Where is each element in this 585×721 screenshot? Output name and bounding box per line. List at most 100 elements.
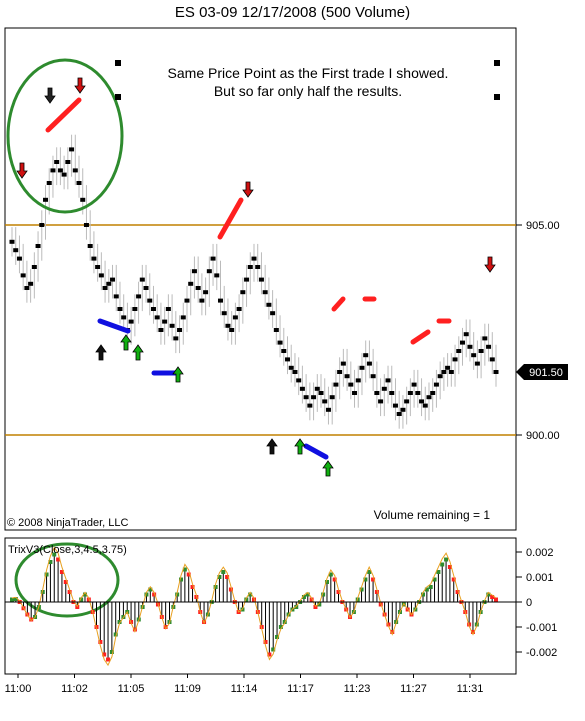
- price-bar: [392, 403, 398, 408]
- price-bar: [150, 307, 156, 311]
- trix-dot: [175, 592, 180, 597]
- price-bar: [489, 357, 495, 362]
- trix-dot: [328, 572, 333, 577]
- chart-title: ES 03-09 12/17/2008 (500 Volume): [174, 4, 411, 21]
- trix-dot: [455, 590, 460, 594]
- price-bar: [363, 353, 369, 358]
- trix-dot: [13, 597, 18, 601]
- corner-marker: [115, 60, 121, 66]
- price-bar: [173, 336, 179, 341]
- price-bar: [147, 298, 153, 303]
- trix-dot: [98, 640, 103, 644]
- price-bar: [31, 265, 37, 269]
- trix-dot: [213, 585, 218, 589]
- x-tick-label: 11:31: [457, 683, 484, 695]
- annotation-circles: [6, 58, 124, 618]
- price-bar: [240, 290, 246, 295]
- red-trend-mark: [217, 197, 244, 240]
- indicator-label: TrixV3(Close,3,4.5,3.75): [8, 544, 127, 556]
- price-bar: [266, 302, 272, 307]
- trix-dot: [271, 647, 276, 652]
- trix-dot: [428, 585, 433, 589]
- trix-dot: [225, 575, 230, 579]
- price-bar: [236, 307, 242, 311]
- trend-marks: [45, 97, 452, 460]
- trix-dot: [10, 597, 14, 602]
- level-lines: [5, 224, 516, 436]
- price-bar: [80, 197, 86, 202]
- price-bar: [87, 244, 93, 248]
- price-bar: [20, 273, 26, 278]
- trix-dot: [451, 577, 456, 582]
- price-bar: [46, 181, 52, 185]
- price-bar: [217, 298, 223, 303]
- trix-dot: [217, 575, 222, 579]
- price-bar: [474, 361, 480, 366]
- price-bar: [299, 386, 305, 391]
- price-bar: [169, 323, 175, 328]
- indicator-y-tick-label: 0.001: [526, 572, 554, 584]
- price-bar: [381, 386, 387, 391]
- price-bar: [433, 382, 439, 387]
- price-bar: [214, 273, 220, 278]
- trix-dot: [59, 570, 64, 574]
- price-bar: [493, 370, 499, 374]
- trix-dot: [336, 590, 341, 594]
- signal-arrows: [16, 77, 496, 477]
- price-bar: [229, 328, 235, 332]
- trix-dot: [444, 557, 449, 562]
- trix-dot: [275, 635, 280, 639]
- price-bar: [277, 340, 283, 345]
- trix-dot: [305, 592, 310, 597]
- trix-dot: [48, 560, 53, 564]
- trix-dot: [40, 590, 45, 594]
- price-bar: [54, 160, 60, 164]
- trix-dot: [148, 587, 153, 592]
- price-bar: [69, 147, 75, 152]
- price-bar: [296, 378, 302, 383]
- trix-dot: [486, 592, 491, 597]
- last-price-label: 901.50: [529, 367, 563, 379]
- price-bar: [102, 286, 108, 290]
- price-bar: [83, 223, 89, 227]
- y-tick-label: 905.00: [526, 220, 560, 232]
- price-bar: [471, 353, 477, 358]
- price-bar: [113, 294, 119, 299]
- price-bar: [106, 281, 112, 286]
- trix-dot: [109, 650, 114, 654]
- trix-dot: [367, 570, 372, 574]
- price-bar: [154, 315, 160, 320]
- price-bar: [400, 407, 406, 412]
- price-bar: [385, 378, 391, 383]
- buy-arrow: [322, 460, 334, 477]
- trix-dot: [421, 592, 426, 597]
- price-bar: [143, 286, 149, 290]
- price-bar: [366, 361, 372, 366]
- trix-dot: [470, 630, 475, 634]
- trix-dot: [244, 597, 249, 602]
- price-bar: [39, 223, 45, 227]
- trix-dot: [117, 620, 122, 624]
- price-bar: [177, 328, 183, 332]
- trix-histogram: [10, 546, 498, 667]
- trix-dot: [332, 577, 337, 582]
- price-bar: [314, 386, 320, 391]
- x-tick-label: 11:23: [344, 683, 371, 695]
- price-bar: [467, 344, 473, 349]
- price-bar: [370, 374, 376, 379]
- price-bar: [139, 277, 145, 282]
- y-tick-label: 900.00: [526, 430, 560, 442]
- last-price-box: [516, 364, 568, 380]
- price-bar: [292, 370, 298, 374]
- trix-dot: [67, 590, 72, 594]
- price-bar: [437, 374, 443, 379]
- price-bar: [348, 382, 354, 387]
- price-bar: [325, 407, 331, 412]
- price-bar: [344, 374, 350, 379]
- price-bar: [452, 357, 458, 362]
- price-bar: [210, 256, 216, 261]
- price-bar: [426, 395, 432, 400]
- price-bar: [221, 311, 227, 316]
- copyright: © 2008 NinjaTrader, LLC: [7, 517, 128, 529]
- x-tick-label: 11:14: [231, 683, 258, 695]
